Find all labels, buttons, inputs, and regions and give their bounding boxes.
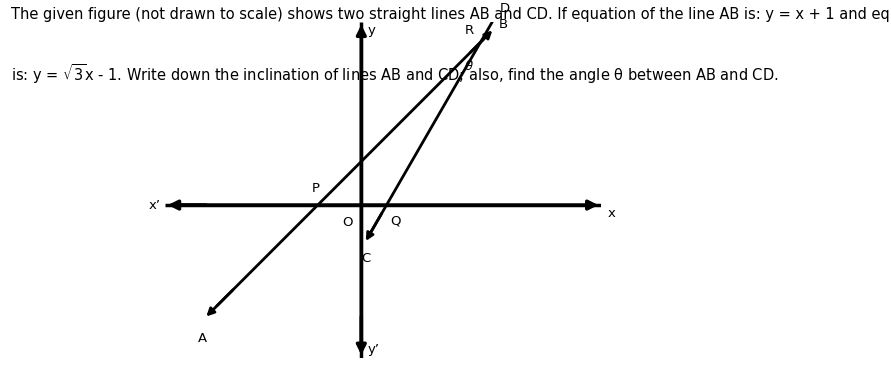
- Text: The given figure (not drawn to scale) shows two straight lines AB and CD. If equ: The given figure (not drawn to scale) sh…: [11, 7, 891, 22]
- Text: D: D: [500, 2, 511, 15]
- Text: θ: θ: [465, 60, 473, 73]
- Text: y’: y’: [368, 342, 380, 356]
- Text: R: R: [465, 24, 474, 37]
- Text: Q: Q: [390, 215, 400, 228]
- Text: A: A: [198, 331, 207, 345]
- Text: P: P: [312, 182, 320, 196]
- Text: y: y: [368, 24, 376, 37]
- Text: C: C: [361, 252, 371, 265]
- Text: x’: x’: [149, 199, 160, 212]
- Text: is: y = $\sqrt{3}$x - 1. Write down the inclination of lines AB and CD; also, fi: is: y = $\sqrt{3}$x - 1. Write down the …: [11, 62, 779, 86]
- Text: x: x: [608, 207, 616, 220]
- Text: B: B: [499, 18, 508, 31]
- Text: O: O: [342, 216, 353, 229]
